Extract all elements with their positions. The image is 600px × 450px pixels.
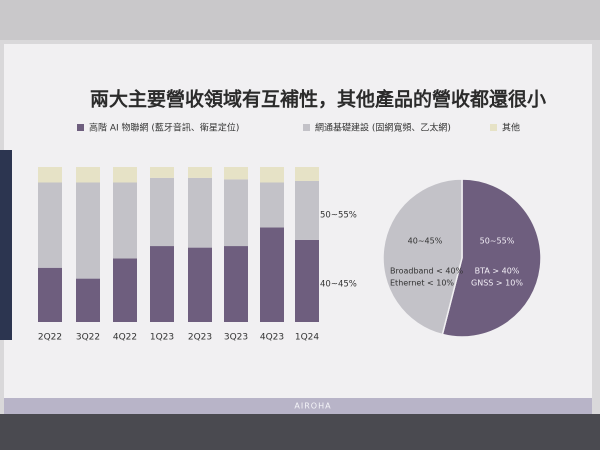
slice-label: Broadband < 40% [390, 267, 464, 276]
slice-label: Ethernet < 10% [390, 279, 454, 288]
pie-slice [382, 178, 463, 336]
legend-label: 網通基礎建設 (固網寬頻、乙太網) [315, 122, 451, 134]
bar-segment [188, 177, 212, 248]
x-tick-label: 1Q24 [295, 333, 320, 343]
bar-segment [224, 246, 248, 322]
bar-segment [113, 182, 137, 259]
bar-segment [224, 179, 248, 247]
bar-segment [76, 182, 100, 279]
bar-segment [260, 227, 284, 322]
bar-segment [188, 247, 212, 322]
x-tick-label: 3Q23 [224, 333, 248, 343]
bar-segment [38, 182, 62, 268]
slice-label: GNSS > 10% [471, 279, 523, 288]
bar-segment [260, 167, 284, 183]
bar-segment [76, 278, 100, 322]
ceiling [0, 0, 600, 40]
bar-segment [38, 167, 62, 183]
slice-label: BTA > 40% [475, 267, 520, 276]
bar-segment [260, 182, 284, 228]
bar-annotation: 40~45% [320, 280, 357, 290]
slice-label: 40~45% [408, 237, 443, 246]
legend-swatch [77, 124, 84, 131]
bar-segment [150, 167, 174, 178]
bar-segment [295, 167, 319, 181]
legend-swatch [490, 124, 497, 131]
slide-footer-strip [4, 398, 592, 414]
footer-logo: AIROHA [294, 402, 331, 411]
x-tick-label: 2Q23 [188, 333, 212, 343]
side-object [0, 150, 12, 340]
legend-swatch [303, 124, 310, 131]
legend-label: 高階 AI 物聯網 (藍牙音訊、衛星定位) [89, 122, 239, 134]
slice-label: 50~55% [480, 237, 515, 246]
bar-segment [150, 177, 174, 247]
bar-segment [188, 167, 212, 178]
bar-segment [295, 180, 319, 240]
x-tick-label: 3Q22 [76, 333, 100, 343]
x-tick-label: 4Q23 [260, 333, 284, 343]
bar-segment [113, 167, 137, 183]
bar-segment [224, 167, 248, 180]
room-floor [0, 414, 600, 450]
pie-slice [441, 178, 542, 338]
bar-segment [76, 167, 100, 183]
bar-segment [150, 246, 174, 322]
x-tick-label: 4Q22 [113, 333, 137, 343]
bar-annotation: 50~55% [320, 211, 357, 221]
bar-segment [113, 258, 137, 322]
bar-segment [295, 239, 319, 322]
bar-segment [38, 267, 62, 322]
slide-title: 兩大主要營收領域有互補性，其他產品的營收都還很小 [90, 88, 546, 111]
x-tick-label: 2Q22 [38, 333, 62, 343]
x-tick-label: 1Q23 [150, 333, 174, 343]
legend-label: 其他 [502, 122, 520, 134]
